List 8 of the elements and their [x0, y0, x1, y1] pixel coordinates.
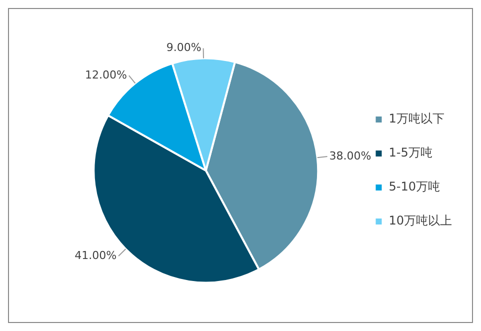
legend-label: 5-10万吨 [388, 180, 440, 194]
legend-label: 1-5万吨 [388, 146, 432, 160]
data-label: 9.00% [166, 41, 202, 54]
data-label: 41.00% [74, 248, 117, 262]
data-label: 12.00% [84, 68, 127, 82]
data-label: 38.00% [329, 149, 372, 162]
legend-label: 1万吨以下 [388, 112, 444, 126]
legend-label: 10万吨以上 [388, 214, 452, 228]
